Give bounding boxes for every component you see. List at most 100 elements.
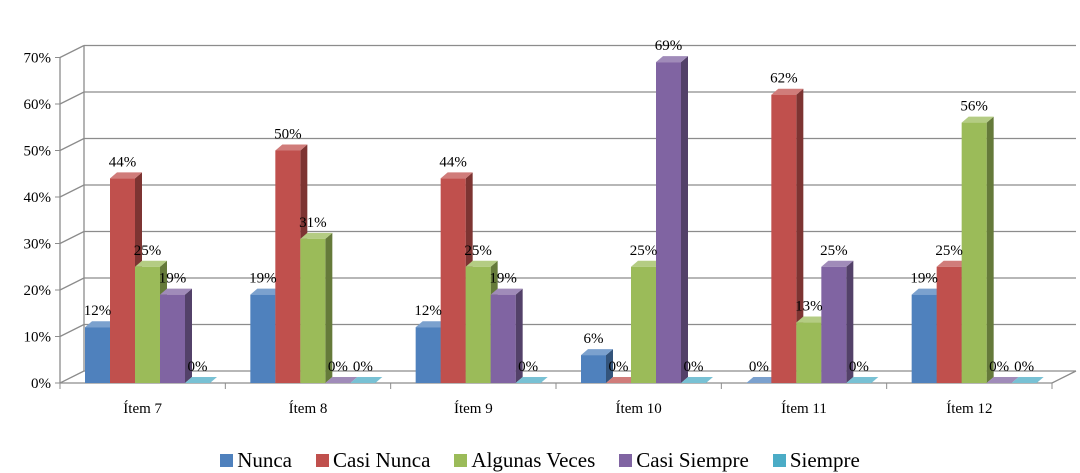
legend-item: Casi Nunca — [316, 448, 430, 473]
bar — [325, 377, 358, 383]
legend-item: Nunca — [220, 448, 292, 473]
x-tick-label: Ítem 8 — [289, 400, 328, 417]
data-label: 0% — [989, 359, 1009, 375]
data-label: 19% — [249, 271, 277, 287]
bar-top — [631, 260, 663, 267]
data-labels: 12% 44% 25% 19% 0% 19% 50% 31% 0% 0% 12% 44% 25% 19% 0… — [84, 38, 1034, 375]
bar-front — [490, 294, 516, 383]
bar-top — [581, 349, 613, 356]
bar-top — [961, 116, 994, 123]
bars — [85, 56, 1044, 384]
legend-swatch — [454, 453, 468, 467]
data-label: 19% — [159, 271, 187, 287]
bar — [961, 116, 994, 383]
bar-top — [986, 377, 1019, 383]
legend-label: Casi Nunca — [333, 447, 431, 472]
bar — [185, 377, 217, 383]
data-label: 12% — [414, 303, 442, 319]
data-label: 0% — [684, 359, 704, 375]
bar-front — [631, 266, 656, 383]
bar-top — [300, 232, 333, 239]
x-tick-label: Ítem 9 — [454, 400, 493, 417]
legend-label: Nunca — [237, 447, 292, 472]
bar-top — [490, 288, 523, 295]
y-tick-label: 0% — [31, 376, 51, 392]
data-label: 25% — [935, 243, 963, 259]
x-tick-label: Ítem 7 — [123, 400, 162, 417]
legend-swatch — [619, 453, 633, 467]
x-tick-label: Ítem 12 — [946, 400, 992, 417]
y-tick-label: 20% — [24, 283, 52, 299]
y-tick-label: 50% — [24, 144, 52, 160]
bar-top — [350, 377, 383, 383]
bar-top — [250, 288, 283, 295]
data-label: 44% — [109, 154, 137, 170]
bar — [986, 377, 1019, 383]
bar-front — [821, 266, 847, 383]
bar-top — [796, 316, 829, 323]
x-tick-label: Ítem 11 — [781, 400, 827, 417]
bar — [581, 349, 613, 383]
bar — [821, 260, 854, 383]
data-label: 25% — [820, 243, 848, 259]
data-label: 50% — [274, 127, 302, 143]
bar-front — [440, 178, 466, 383]
bar — [746, 377, 779, 383]
bar-front — [796, 322, 822, 383]
data-label: 25% — [464, 243, 492, 259]
data-label: 0% — [328, 359, 348, 375]
bar-front — [771, 94, 797, 383]
legend-swatch — [772, 453, 786, 467]
x-tick-label: Ítem 10 — [616, 400, 662, 417]
data-label: 31% — [299, 215, 327, 231]
bar-top — [85, 321, 117, 328]
legend-label: Algunas Veces — [471, 447, 596, 472]
legend-item: Siempre — [772, 447, 860, 473]
gridline-side — [59, 230, 85, 245]
data-label: 44% — [439, 154, 467, 170]
bar-top — [185, 377, 217, 383]
bar-top — [325, 377, 358, 383]
bar — [350, 377, 383, 383]
bar-top — [160, 288, 192, 295]
y-tick-label: 10% — [24, 330, 52, 346]
bar — [490, 288, 523, 383]
data-label: 25% — [134, 243, 162, 259]
axes: 0% 10% 20% 30% 40% 50% 60% 70% Ítem 7 Ítem 8 Ítem … — [24, 45, 1077, 417]
y-tick-label: 40% — [24, 190, 52, 206]
bar-front — [581, 355, 606, 383]
bar-top — [440, 172, 473, 179]
bar-front — [961, 122, 987, 383]
floor-edge — [1051, 370, 1077, 384]
legend-swatch — [316, 453, 329, 467]
data-label: 25% — [630, 243, 658, 259]
bar-side — [325, 232, 333, 383]
bar-front — [275, 150, 301, 383]
gridline-side — [59, 277, 85, 291]
bar — [300, 232, 333, 383]
y-tick-label: 60% — [24, 97, 52, 113]
bar — [515, 377, 548, 383]
bar-top — [821, 260, 854, 267]
bar-top — [656, 56, 688, 63]
data-label: 62% — [770, 71, 798, 87]
bar-top — [936, 260, 969, 267]
bar-top — [911, 288, 944, 295]
gridline-side — [59, 184, 85, 198]
bar-front — [85, 327, 110, 383]
data-label: 6% — [584, 331, 604, 347]
legend-label: Siempre — [789, 447, 860, 472]
bar-top — [465, 260, 498, 267]
bar — [656, 56, 688, 384]
data-label: 19% — [910, 271, 938, 287]
gridline-side — [59, 91, 85, 105]
data-label: 56% — [960, 99, 988, 115]
bar-front — [936, 266, 962, 383]
bar-top — [135, 260, 167, 267]
bar-front — [911, 294, 937, 383]
legend-item: Algunas Veces — [454, 448, 595, 473]
data-label: 0% — [609, 359, 629, 375]
gridline-side — [59, 370, 85, 384]
data-label: 0% — [188, 359, 208, 375]
bar — [681, 377, 713, 383]
